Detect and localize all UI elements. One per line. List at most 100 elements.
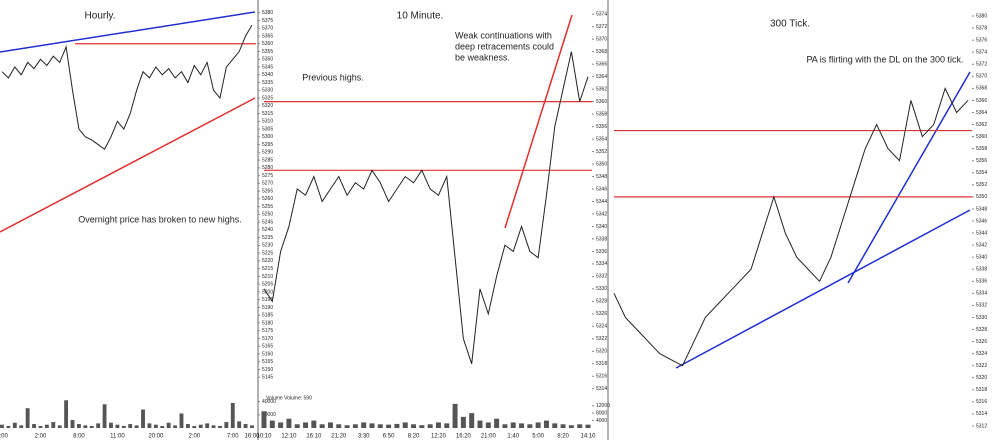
volume-bar bbox=[427, 424, 433, 428]
y-tick-label: 5350 bbox=[596, 161, 607, 167]
y-tick-label: 5340 bbox=[596, 224, 607, 230]
volume-bar bbox=[57, 425, 62, 428]
y-tick-label: 5342 bbox=[596, 211, 607, 217]
y-tick-label: 5340 bbox=[976, 254, 987, 260]
y-tick-label: 5338 bbox=[596, 236, 607, 242]
y-tick-label: 5195 bbox=[262, 297, 273, 303]
y-tick-label: 5180 bbox=[262, 320, 273, 326]
volume-bar bbox=[51, 422, 56, 428]
panel-title: Hourly. bbox=[85, 11, 116, 22]
x-tick-label: 12:10 bbox=[281, 434, 297, 440]
y-tick-label: 5324 bbox=[596, 324, 607, 330]
y-tick-label: 5334 bbox=[976, 291, 987, 297]
volume-bar bbox=[25, 408, 30, 428]
y-tick-label: 5370 bbox=[596, 37, 607, 43]
x-tick-label: 1:40 bbox=[507, 434, 519, 440]
panel-title: 300 Tick. bbox=[770, 19, 810, 30]
y-tick-label: 5370 bbox=[976, 74, 987, 80]
y-tick-label: 5346 bbox=[596, 186, 607, 192]
volume-tick-label: 8000 bbox=[596, 410, 607, 416]
y-tick-label: 5155 bbox=[262, 359, 273, 365]
y-tick-label: 5360 bbox=[262, 41, 273, 47]
y-tick-label: 5312 bbox=[976, 423, 987, 429]
y-tick-label: 5326 bbox=[596, 311, 607, 317]
y-tick-label: 5215 bbox=[262, 266, 273, 272]
volume-bar bbox=[121, 426, 126, 428]
y-tick-label: 5354 bbox=[596, 136, 607, 142]
volume-bar bbox=[311, 420, 317, 428]
y-tick-label: 5374 bbox=[976, 50, 987, 56]
volume-bar bbox=[435, 422, 441, 428]
y-tick-label: 5374 bbox=[596, 12, 607, 18]
volume-bar bbox=[460, 416, 466, 428]
x-tick-label: 6:50 bbox=[383, 434, 395, 440]
y-tick-label: 5295 bbox=[262, 142, 273, 148]
y-tick-label: 5330 bbox=[976, 315, 987, 321]
y-tick-label: 5334 bbox=[596, 261, 607, 267]
y-tick-label: 5344 bbox=[596, 199, 607, 205]
x-tick-label: 10:10 bbox=[256, 434, 272, 440]
volume-bar bbox=[444, 423, 450, 428]
volume-tick-label: 4000 bbox=[596, 418, 607, 424]
y-tick-label: 5372 bbox=[596, 24, 607, 30]
volume-bar bbox=[185, 424, 190, 428]
volume-bar bbox=[250, 425, 254, 428]
y-tick-label: 5314 bbox=[976, 411, 987, 417]
y-tick-label: 5360 bbox=[596, 99, 607, 105]
y-tick-label: 5320 bbox=[262, 103, 273, 109]
volume-bar bbox=[153, 424, 158, 428]
y-tick-label: 5145 bbox=[262, 375, 273, 381]
volume-bar bbox=[141, 409, 145, 428]
y-tick-label: 5324 bbox=[976, 351, 987, 357]
volume-bar bbox=[477, 420, 483, 428]
y-tick-label: 5205 bbox=[262, 282, 273, 288]
volume-bar bbox=[344, 425, 350, 428]
volume-bar bbox=[230, 402, 235, 428]
annotation: Overnight price has broken to new highs. bbox=[78, 214, 242, 224]
y-tick-label: 5358 bbox=[596, 111, 607, 117]
y-tick-label: 5322 bbox=[976, 363, 987, 369]
y-tick-label: 5290 bbox=[262, 150, 273, 156]
y-tick-label: 5320 bbox=[596, 349, 607, 355]
volume-bar bbox=[585, 424, 591, 428]
volume-bar bbox=[243, 424, 248, 428]
volume-bar bbox=[6, 426, 11, 428]
y-tick-label: 5314 bbox=[596, 386, 607, 392]
y-tick-label: 5165 bbox=[262, 344, 273, 350]
y-tick-label: 5235 bbox=[262, 235, 273, 241]
y-tick-label: 5310 bbox=[262, 119, 273, 125]
y-tick-label: 5328 bbox=[976, 327, 987, 333]
trend-line bbox=[0, 11, 256, 53]
y-tick-label: 5355 bbox=[262, 49, 273, 55]
volume-tick-label: 20000 bbox=[262, 412, 276, 418]
y-tick-label: 5240 bbox=[262, 227, 273, 233]
volume-bar bbox=[552, 423, 558, 428]
y-tick-label: 5332 bbox=[596, 274, 607, 280]
y-tick-label: 5376 bbox=[976, 37, 987, 43]
volume-bar bbox=[160, 426, 165, 428]
volume-bar bbox=[543, 420, 549, 428]
volume-bar bbox=[377, 424, 383, 428]
y-tick-label: 5364 bbox=[976, 110, 987, 116]
volume-bar bbox=[32, 424, 36, 428]
y-tick-label: 5255 bbox=[262, 204, 273, 210]
volume-bar bbox=[83, 425, 88, 428]
x-tick-label: 8:00 bbox=[0, 434, 8, 440]
volume-bar bbox=[327, 422, 333, 428]
volume-bar bbox=[205, 423, 210, 428]
y-tick-label: 5348 bbox=[976, 206, 987, 212]
y-tick-label: 5326 bbox=[976, 339, 987, 345]
x-tick-label: 11:00 bbox=[110, 434, 125, 440]
volume-bar bbox=[352, 424, 358, 428]
x-tick-label: 21:00 bbox=[481, 434, 497, 440]
volume-bar bbox=[128, 424, 133, 428]
x-tick-label: 21:20 bbox=[331, 434, 347, 440]
panel-title: 10 Minute. bbox=[397, 11, 444, 22]
annotation-line: be weakness. bbox=[455, 52, 510, 62]
trend-line bbox=[847, 71, 971, 284]
y-tick-label: 5342 bbox=[976, 242, 987, 248]
annotation: PA is flirting with the DL on the 300 ti… bbox=[806, 54, 963, 64]
volume-bar bbox=[70, 420, 75, 428]
y-tick-label: 5200 bbox=[262, 289, 273, 295]
y-tick-label: 5352 bbox=[596, 149, 607, 155]
